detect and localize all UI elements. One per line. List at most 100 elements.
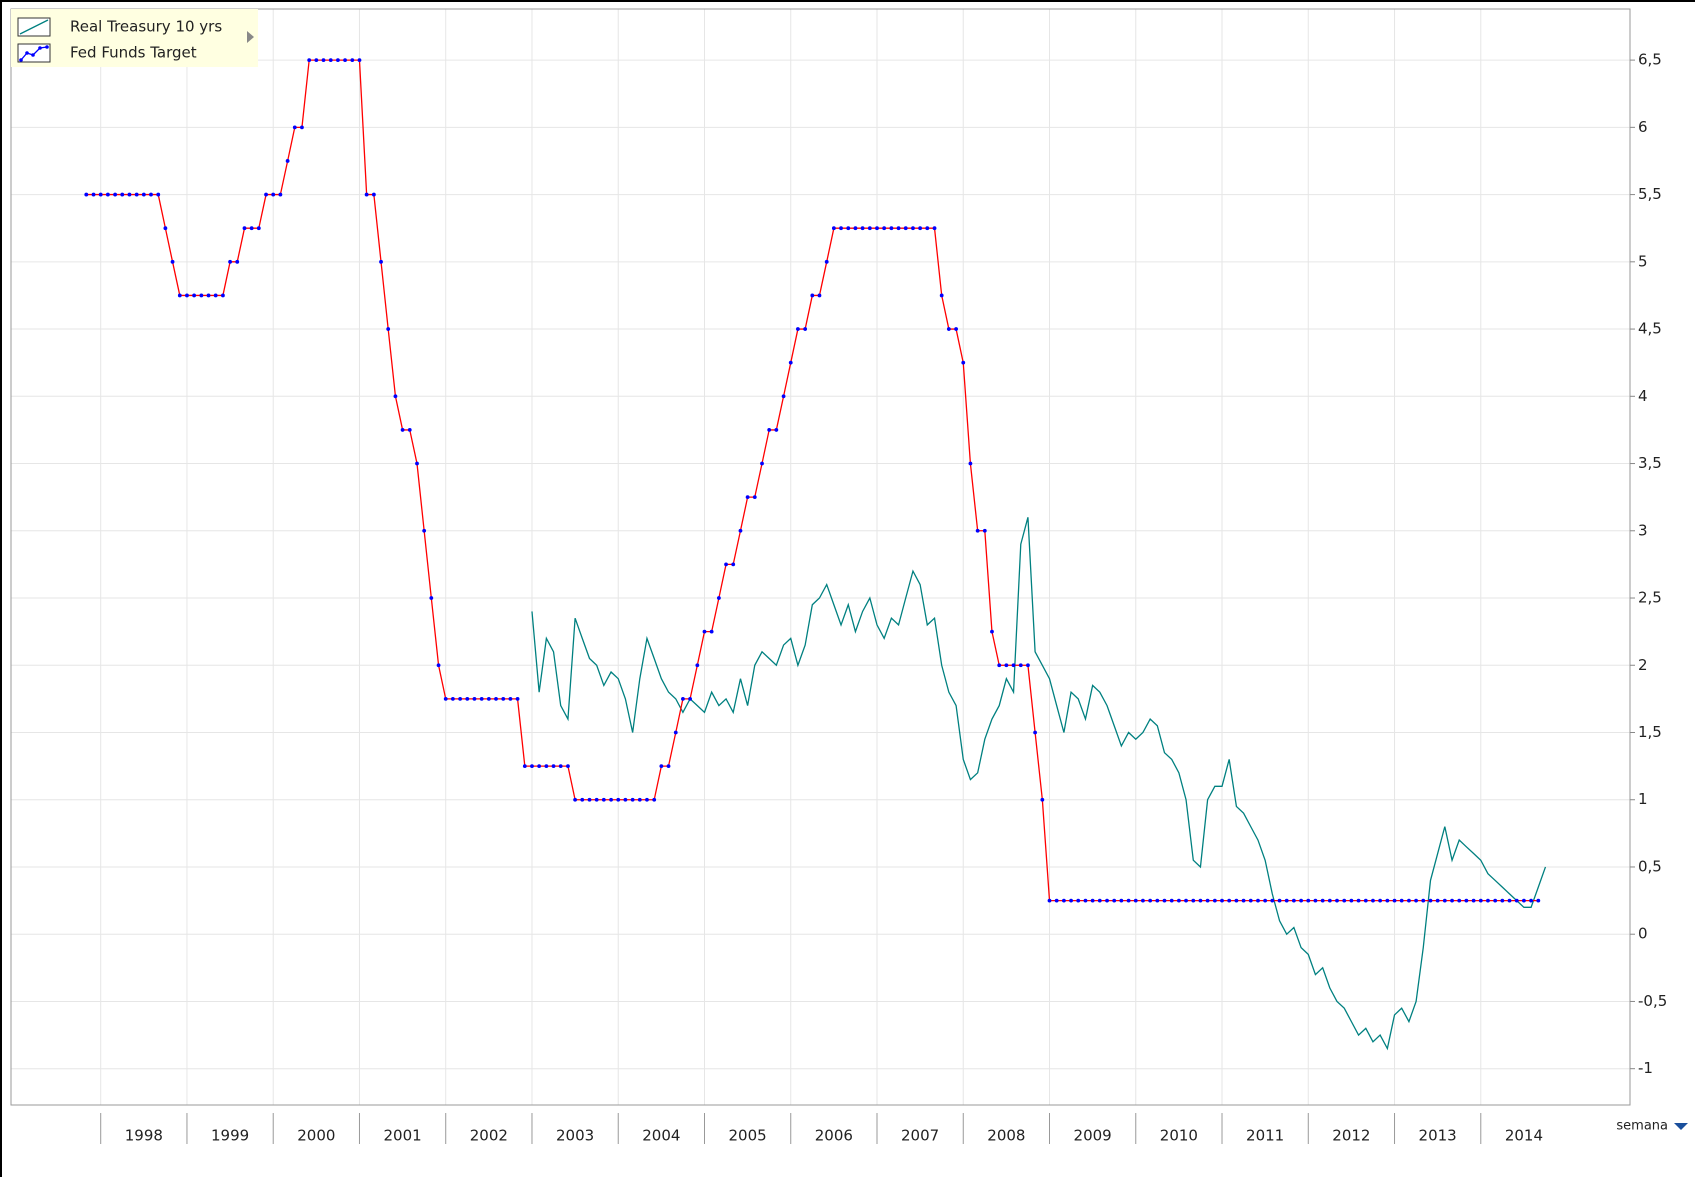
series-marker <box>113 192 118 197</box>
series-marker <box>364 192 369 197</box>
series-marker <box>307 58 312 63</box>
x-tick-label: 2002 <box>470 1127 508 1145</box>
legend-icon-line <box>19 19 49 35</box>
series-marker <box>609 797 613 802</box>
legend-label: Real Treasury 10 yrs <box>70 18 222 36</box>
y-tick-label: 1,5 <box>1638 723 1662 741</box>
series-marker <box>314 58 319 63</box>
series-marker <box>1471 898 1476 903</box>
series-marker <box>889 226 894 231</box>
legend-icon-marker <box>25 51 29 55</box>
series-marker <box>1363 898 1368 903</box>
x-tick-label: 2012 <box>1332 1127 1370 1145</box>
series-marker <box>1399 898 1404 903</box>
series-marker <box>601 797 606 802</box>
series-marker <box>1054 898 1059 903</box>
series-marker <box>206 293 211 298</box>
series-marker <box>436 663 441 668</box>
series-marker <box>1277 898 1282 903</box>
series-marker <box>393 394 398 399</box>
series-marker <box>264 192 268 197</box>
series-marker <box>1234 898 1239 903</box>
series-marker <box>1176 898 1181 903</box>
series-marker <box>300 125 304 130</box>
series-marker <box>975 528 980 533</box>
series-marker <box>925 226 930 231</box>
series-marker <box>911 226 915 231</box>
series-marker <box>357 58 362 63</box>
series-marker <box>177 293 182 298</box>
series-marker <box>415 461 419 466</box>
series-marker <box>781 394 786 399</box>
series-marker <box>558 764 563 769</box>
series-marker <box>1327 898 1332 903</box>
series-marker <box>709 629 714 634</box>
series-marker <box>716 596 721 600</box>
series-marker <box>760 461 764 466</box>
series-marker <box>867 226 872 231</box>
series-marker <box>673 730 678 735</box>
y-tick-label: 1 <box>1638 790 1648 808</box>
legend-expand-arrow[interactable] <box>247 31 254 43</box>
series-marker <box>1421 898 1426 903</box>
series-marker <box>587 797 592 802</box>
series-marker <box>1184 898 1188 903</box>
series-marker <box>1457 898 1462 903</box>
series-marker <box>537 764 542 769</box>
series-marker <box>1320 898 1325 903</box>
series-marker <box>774 428 779 432</box>
series-marker <box>853 226 858 231</box>
series-marker <box>91 192 96 197</box>
period-dropdown-arrow[interactable] <box>1674 1123 1688 1130</box>
series-marker <box>1241 898 1246 903</box>
series-marker <box>278 192 283 197</box>
series-marker <box>1198 898 1203 903</box>
legend-label: Fed Funds Target <box>70 44 197 62</box>
series-marker <box>443 696 448 701</box>
x-tick-label: 2011 <box>1246 1127 1284 1145</box>
series-marker <box>875 226 879 231</box>
series-marker <box>1076 898 1081 903</box>
grid <box>11 9 1630 1105</box>
series-marker <box>652 797 657 802</box>
series-marker <box>896 226 901 231</box>
x-tick-label: 2009 <box>1074 1127 1112 1145</box>
y-tick-label: 2 <box>1638 656 1648 674</box>
series-marker <box>1004 663 1009 668</box>
series-marker <box>1385 898 1390 903</box>
series-marker <box>429 596 434 600</box>
series-marker <box>1047 898 1052 903</box>
series-marker <box>1450 898 1454 903</box>
x-tick-label: 2010 <box>1160 1127 1198 1145</box>
series-marker <box>242 226 247 231</box>
y-tick-label: 4,5 <box>1638 320 1662 338</box>
series-marker <box>98 192 103 197</box>
series-marker <box>824 259 829 264</box>
series-marker <box>285 159 290 163</box>
series-marker <box>839 226 843 231</box>
period-selector[interactable]: semana <box>1616 1119 1668 1134</box>
series-marker <box>566 764 570 769</box>
series-marker <box>688 696 692 701</box>
series-marker <box>120 192 125 197</box>
x-tick-label: 2001 <box>384 1127 422 1145</box>
legend-icon-marker <box>38 46 42 50</box>
series-marker <box>1191 898 1196 903</box>
series-marker <box>580 797 585 802</box>
series-marker <box>630 797 635 802</box>
x-tick-label: 2013 <box>1419 1127 1457 1145</box>
series-marker <box>379 259 383 264</box>
series-marker <box>918 226 923 231</box>
series-marker <box>1371 898 1375 903</box>
series-marker <box>343 58 347 63</box>
series-marker <box>1018 663 1023 668</box>
series-marker <box>1263 898 1268 903</box>
y-tick-label: 5,5 <box>1638 185 1662 203</box>
series-marker <box>494 696 498 701</box>
series-marker <box>645 797 649 802</box>
series-marker <box>422 528 427 533</box>
series-marker <box>1105 898 1109 903</box>
series-marker <box>450 696 455 701</box>
y-tick-label: 6 <box>1638 118 1648 136</box>
y-tick-label: 5 <box>1638 252 1648 270</box>
